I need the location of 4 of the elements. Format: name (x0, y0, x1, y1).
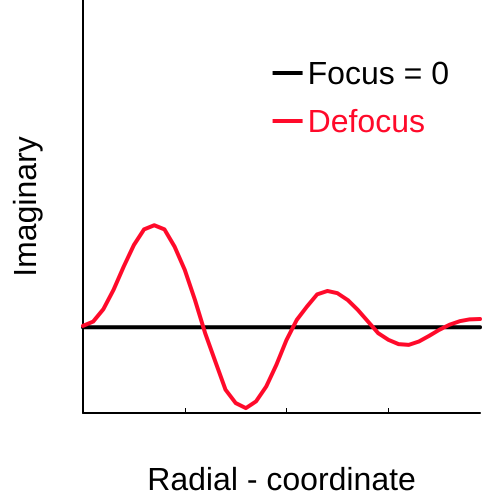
legend-label: Focus = 0 (308, 55, 449, 91)
y-axis-title: Imaginary (7, 136, 43, 277)
legend-label: Defocus (308, 103, 425, 139)
x-axis-title: Radial - coordinate (147, 461, 416, 497)
